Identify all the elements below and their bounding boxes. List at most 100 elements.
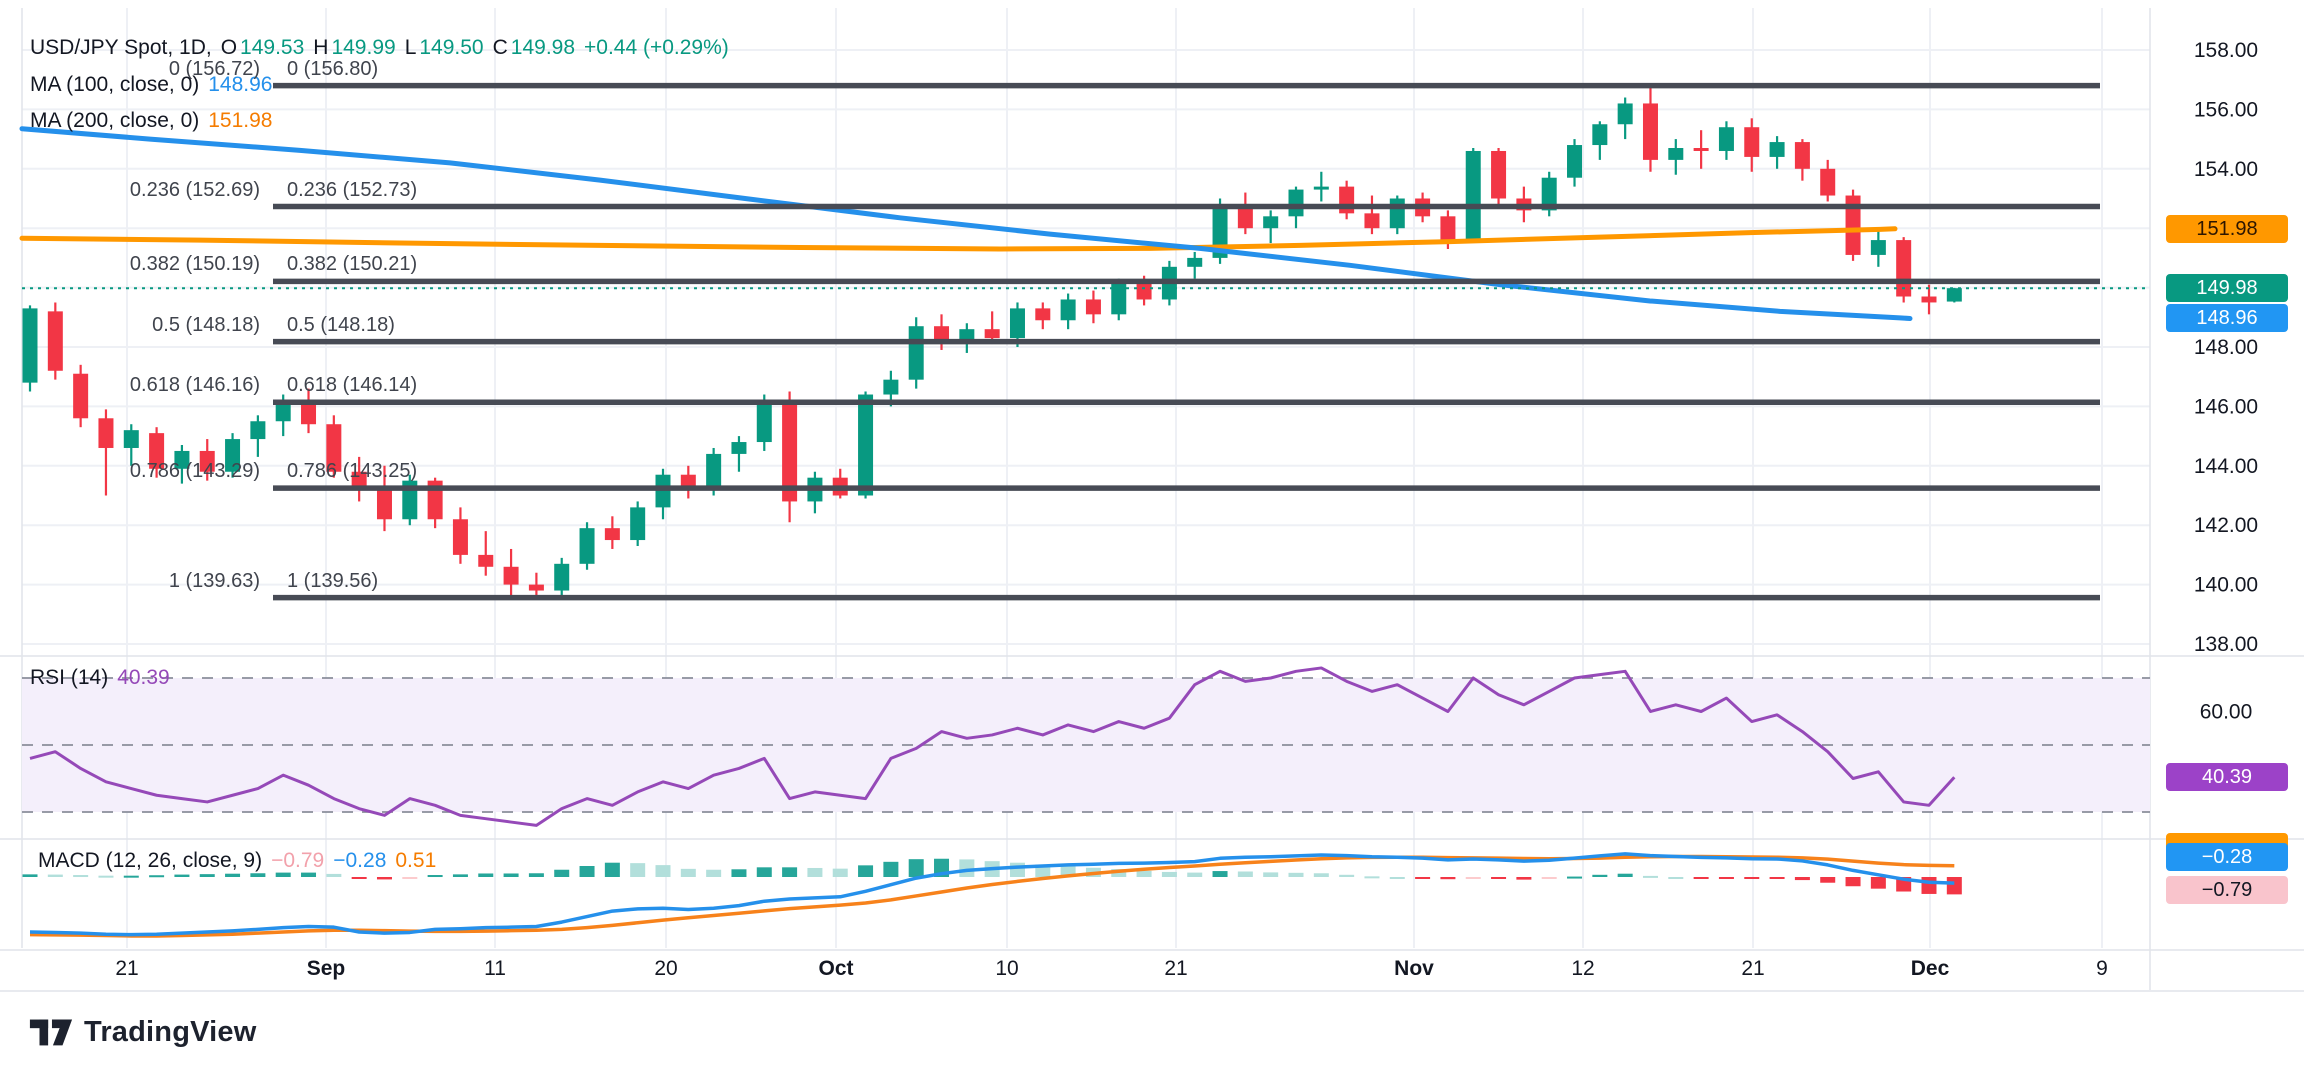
macd-legend[interactable]: MACD (12, 26, close, 9) −0.79 −0.28 0.51	[38, 849, 436, 873]
price-axis-label[interactable]: 148.00	[2194, 336, 2258, 359]
symbol-legend[interactable]: USD/JPY Spot, 1D, O 149.53 H 149.99 L 149.5…	[30, 36, 729, 60]
candle	[250, 421, 266, 440]
change-value: +0.44 (+0.29%)	[584, 36, 729, 59]
time-axis-label[interactable]: 20	[654, 957, 677, 980]
ma200-line	[19, 226, 1898, 252]
macd-histogram-bar	[630, 863, 646, 877]
candle	[47, 311, 63, 371]
fib-label-right[interactable]: 0.236 (152.73)	[287, 178, 418, 201]
time-axis-label[interactable]: 12	[1571, 957, 1594, 980]
fib-label-right[interactable]: 0 (156.80)	[287, 57, 379, 80]
price-axis-label[interactable]: 156.00	[2194, 98, 2258, 121]
fib-label-left[interactable]: 0.382 (150.19)	[129, 253, 260, 276]
time-axis-label[interactable]: 9	[2096, 957, 2108, 980]
macd-histogram-bar	[275, 872, 291, 877]
macd-histogram-bar	[301, 872, 317, 877]
macd-histogram-bar	[1161, 871, 1177, 877]
macd-histogram-bar	[478, 873, 494, 877]
candle	[756, 400, 772, 443]
macd-histogram-bar	[1263, 872, 1279, 877]
macd-histogram-bar	[1465, 877, 1481, 879]
price-axis-label[interactable]: 140.00	[2194, 574, 2258, 597]
time-axis-label[interactable]: 21	[1741, 957, 1764, 980]
candle	[1465, 150, 1481, 241]
macd-histogram-bar	[1187, 872, 1203, 877]
rsi-pane[interactable]	[22, 658, 2150, 836]
fib-label-left[interactable]: 0.618 (146.16)	[129, 374, 260, 397]
fib-label-left[interactable]: 0.236 (152.69)	[129, 178, 260, 201]
macd-histogram-bar	[604, 862, 620, 877]
fib-label-left[interactable]: 1 (139.63)	[168, 569, 260, 592]
time-scale[interactable]	[0, 952, 2150, 990]
candle	[1744, 127, 1760, 157]
macd-histogram-bar	[1237, 871, 1253, 877]
ma100-legend[interactable]: MA (100, close, 0) 148.96	[30, 73, 272, 97]
candle	[452, 519, 468, 555]
fib-label-right[interactable]: 0.5 (148.18)	[287, 313, 395, 336]
macd-histogram-bar	[1693, 877, 1709, 879]
macd-histogram-bar	[1516, 877, 1532, 880]
candle	[1946, 288, 1962, 302]
price-axis-label[interactable]: 144.00	[2194, 455, 2258, 478]
candle	[528, 584, 544, 591]
close-value: 149.98	[510, 36, 576, 59]
candle	[1668, 148, 1684, 160]
candle	[1313, 186, 1329, 190]
macd-histogram-bar	[1642, 875, 1658, 878]
price-axis-label[interactable]: 158.00	[2194, 39, 2258, 62]
macd-histogram-bar	[1820, 877, 1836, 883]
macd-histogram-bar	[1313, 873, 1329, 877]
time-axis-label[interactable]: 11	[484, 957, 506, 980]
candle	[1491, 150, 1507, 199]
time-axis-label[interactable]: Dec	[1911, 957, 1950, 980]
candle	[98, 418, 114, 448]
time-axis-label[interactable]: 21	[115, 957, 138, 980]
macd-histogram-bar	[655, 865, 671, 877]
macd-histogram-bar	[1592, 874, 1608, 877]
time-axis-label[interactable]: Nov	[1394, 957, 1434, 980]
macd-histogram-bar	[402, 877, 418, 879]
rsi-line	[29, 666, 1956, 827]
open-label: O	[220, 36, 238, 59]
candle	[1187, 257, 1203, 267]
macd-line-badge: −0.28	[2166, 843, 2288, 871]
fib-label-right[interactable]: 1 (139.56)	[287, 569, 379, 592]
fib-label-right[interactable]: 0.382 (150.21)	[287, 253, 418, 276]
time-axis-label[interactable]: Oct	[818, 957, 853, 980]
price-axis-label[interactable]: 146.00	[2194, 395, 2258, 418]
candle	[1592, 124, 1608, 146]
tradingview-logo[interactable]: TradingView	[28, 1012, 257, 1052]
price-axis-label[interactable]: 138.00	[2194, 633, 2258, 656]
candle	[1870, 240, 1886, 255]
fib-label-right[interactable]: 0.786 (143.25)	[287, 460, 418, 483]
ma200-legend[interactable]: MA (200, close, 0) 151.98	[30, 109, 272, 133]
price-axis-label[interactable]: 142.00	[2194, 514, 2258, 537]
rsi-axis-label[interactable]: 60.00	[2200, 701, 2253, 724]
time-axis-label[interactable]: Sep	[307, 957, 346, 980]
candle	[1642, 103, 1658, 160]
macd-histogram-bar	[149, 875, 165, 878]
time-axis-label[interactable]: 21	[1164, 957, 1187, 980]
price-axis-label[interactable]: 154.00	[2194, 158, 2258, 181]
candle	[1617, 103, 1633, 125]
macd-histogram-bar	[1415, 877, 1431, 879]
macd-histogram-bar	[756, 867, 772, 877]
time-axis-label[interactable]: 10	[995, 957, 1018, 980]
candle	[1440, 216, 1456, 241]
candle	[1693, 148, 1709, 151]
candle	[1263, 216, 1279, 229]
macd-histogram-bar	[1288, 872, 1304, 877]
macd-histogram-bar	[250, 873, 266, 877]
fib-label-left[interactable]: 0.5 (148.18)	[152, 313, 260, 336]
macd-histogram-bar	[174, 874, 190, 877]
macd-histogram-bar	[1440, 877, 1456, 880]
macd-histogram-bar	[883, 861, 899, 877]
fib-label-left[interactable]: 0 (156.72)	[168, 57, 260, 80]
rsi-legend[interactable]: RSI (14) 40.39	[30, 666, 170, 690]
fib-label-left[interactable]: 0.786 (143.29)	[129, 460, 260, 483]
fib-label-right[interactable]: 0.618 (146.14)	[287, 374, 418, 397]
candle	[706, 453, 722, 490]
last-price-badge: 149.98	[2166, 274, 2288, 302]
macd-histogram-bar	[1567, 876, 1583, 879]
